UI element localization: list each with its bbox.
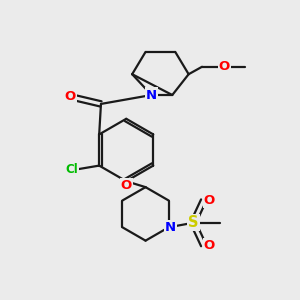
Text: O: O xyxy=(204,194,215,207)
Text: O: O xyxy=(121,179,132,192)
Text: O: O xyxy=(219,60,230,73)
Text: Cl: Cl xyxy=(65,163,78,176)
Text: S: S xyxy=(188,215,198,230)
Text: N: N xyxy=(146,88,157,101)
Text: N: N xyxy=(165,221,176,234)
Text: O: O xyxy=(204,238,215,252)
Text: O: O xyxy=(65,90,76,103)
